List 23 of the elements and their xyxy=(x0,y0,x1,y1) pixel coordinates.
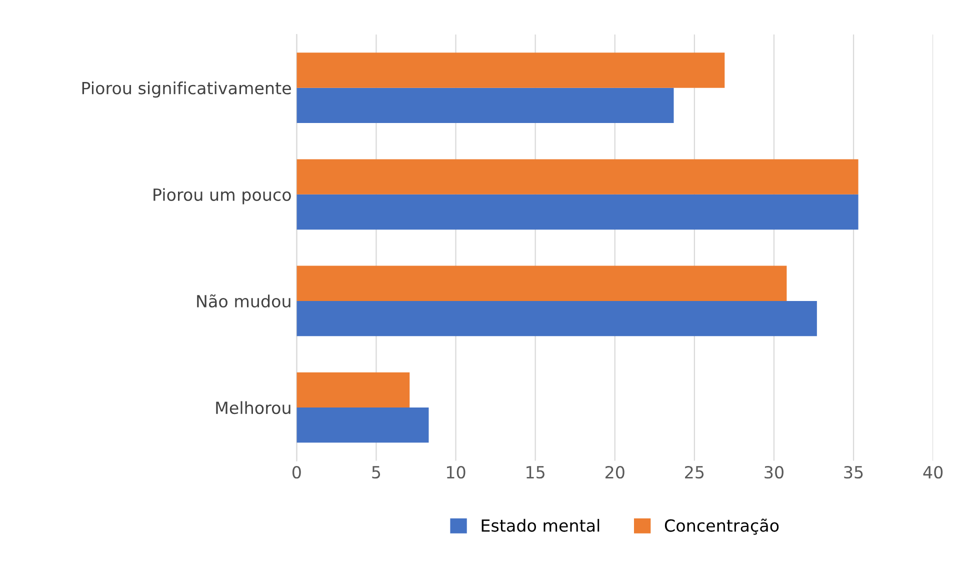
bar xyxy=(296,408,429,443)
bar xyxy=(296,159,858,194)
bar xyxy=(296,300,817,336)
y-tick-label: Piorou significativamente xyxy=(82,82,291,98)
x-tick-label: 25 xyxy=(685,466,704,479)
legend-label: Concentração xyxy=(664,518,779,535)
x-tick-label: 30 xyxy=(764,466,784,479)
bar xyxy=(296,194,858,230)
x-tick-label: 15 xyxy=(526,466,544,479)
x-tick-label: 40 xyxy=(923,466,943,479)
x-tick-label: 0 xyxy=(292,466,301,479)
bar xyxy=(296,88,674,124)
x-tick-label: 5 xyxy=(372,466,380,479)
y-tick-label: Não mudou xyxy=(197,294,290,308)
x-tick-label: 10 xyxy=(447,466,466,479)
legend-label: Estado mental xyxy=(482,518,600,532)
y-tick-label: Piorou um pouco xyxy=(154,188,291,204)
bar xyxy=(296,372,410,408)
bar xyxy=(296,52,725,88)
x-tick-label: 20 xyxy=(605,466,624,479)
x-tick-label: 35 xyxy=(844,466,863,479)
bar xyxy=(296,266,787,301)
y-tick-label: Melhorou xyxy=(216,401,290,414)
